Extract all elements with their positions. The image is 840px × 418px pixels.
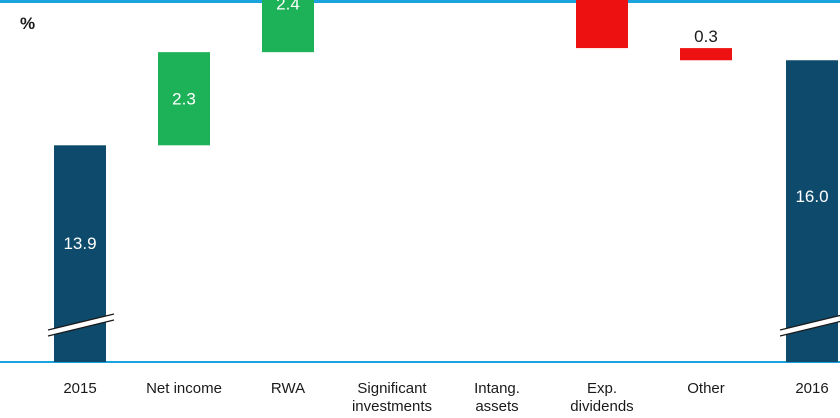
category-label-2: RWA [271, 380, 305, 397]
data-label-2: 2.4 [276, 0, 300, 14]
data-label-1: 2.3 [172, 90, 196, 109]
bar-7 [786, 60, 838, 362]
category-label-7: 2016 [795, 380, 828, 397]
category-label-1: Net income [146, 380, 222, 397]
category-label-4: Intang. assets [474, 380, 520, 415]
category-label-3: Significant investments [352, 380, 432, 415]
bar-5 [576, 0, 628, 48]
category-label-0: 2015 [63, 380, 96, 397]
data-label-6: 0.3 [694, 27, 718, 46]
data-label-7: 16.0 [795, 187, 828, 206]
category-label-5: Exp. dividends [570, 380, 633, 415]
category-label-6: Other [687, 380, 725, 397]
data-label-0: 13.9 [63, 234, 96, 253]
bar-6 [680, 48, 732, 60]
